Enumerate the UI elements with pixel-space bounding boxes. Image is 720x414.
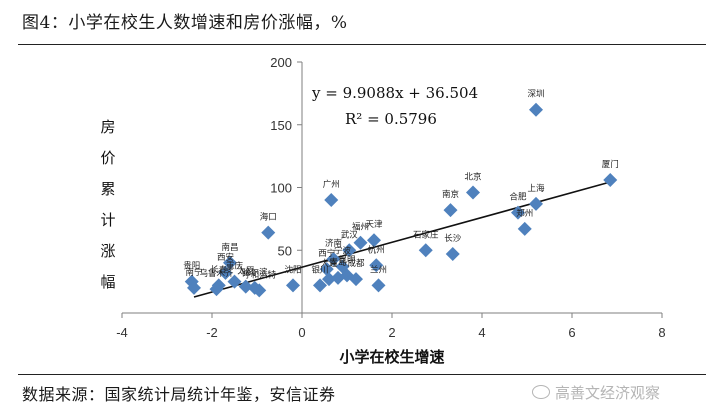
point-label: 西宁 xyxy=(318,248,335,259)
data-point xyxy=(511,205,525,220)
data-point xyxy=(445,247,460,262)
data-point xyxy=(252,283,267,298)
wechat-icon xyxy=(532,385,550,399)
data-point xyxy=(331,270,345,285)
point-label: 郑州 xyxy=(516,208,533,219)
point-label: 重庆 xyxy=(226,261,244,272)
point-label: 海口 xyxy=(260,212,277,223)
data-point xyxy=(371,278,386,293)
data-point xyxy=(517,221,532,236)
point-label: 沈阳 xyxy=(284,264,301,275)
trendline-equation: y = 9.9088x + 36.504 xyxy=(311,84,478,102)
data-point xyxy=(261,225,276,240)
point-label: 银川 xyxy=(311,264,328,275)
x-tick-label: 2 xyxy=(388,325,395,340)
r-squared-label: R² = 0.5796 xyxy=(345,110,437,128)
x-tick-label: 6 xyxy=(568,325,575,340)
point-label: 呼和浩特 xyxy=(242,269,277,280)
data-point xyxy=(187,280,201,295)
y-axis-label-char: 房 xyxy=(100,118,115,136)
point-label: 贵阳 xyxy=(183,261,200,272)
data-point xyxy=(313,278,327,293)
data-point xyxy=(342,243,357,258)
y-axis-label-char: 幅 xyxy=(100,273,115,291)
point-label: 乌鲁木齐 xyxy=(199,268,234,279)
y-tick-label: 100 xyxy=(270,181,292,196)
data-point xyxy=(223,255,237,270)
point-label: 长春 xyxy=(210,264,228,275)
point-label: 厦门 xyxy=(602,159,619,170)
point-label: 石家庄 xyxy=(413,229,439,240)
data-point xyxy=(322,272,336,287)
bottom-rule xyxy=(18,374,706,375)
top-rule xyxy=(18,44,706,45)
x-tick-label: 0 xyxy=(298,325,305,340)
watermark: 高善文经济观察 xyxy=(532,382,660,403)
point-label: 哈尔滨 xyxy=(242,267,268,278)
point-label: 广州 xyxy=(323,179,340,190)
point-label: 合肥 xyxy=(509,192,527,203)
point-label: 南京 xyxy=(442,189,459,200)
point-label: 西安 xyxy=(217,252,234,263)
data-point xyxy=(227,274,242,289)
data-point xyxy=(326,252,341,267)
y-tick-label: 50 xyxy=(278,243,292,258)
y-axis-label-char: 累 xyxy=(100,180,115,198)
point-label: 杭州 xyxy=(368,244,385,255)
data-point xyxy=(218,265,233,280)
data-point xyxy=(349,272,363,287)
point-label: 福州 xyxy=(352,222,369,233)
x-axis-label: 小学在校生增速 xyxy=(339,348,444,366)
x-tick-label: 8 xyxy=(658,325,665,340)
point-label: 上海 xyxy=(527,183,545,194)
y-tick-label: 150 xyxy=(270,118,292,133)
data-point xyxy=(529,102,543,117)
data-point xyxy=(466,185,480,200)
data-point xyxy=(443,203,458,218)
data-point xyxy=(209,282,224,297)
source-note: 数据来源：国家统计局统计年鉴，安信证券 xyxy=(22,385,336,404)
data-point xyxy=(319,262,334,277)
point-label: 南宁 xyxy=(185,267,202,278)
point-label: 太原 xyxy=(237,266,254,277)
data-point xyxy=(529,196,543,211)
data-point xyxy=(286,278,300,293)
point-label: 深圳 xyxy=(527,89,544,100)
point-label: 大连 xyxy=(320,258,338,269)
data-point xyxy=(238,279,253,294)
y-axis-label-char: 价 xyxy=(100,149,115,167)
x-tick-label: -4 xyxy=(116,325,128,340)
data-point xyxy=(603,172,618,187)
data-point xyxy=(418,243,433,258)
point-label: 济南 xyxy=(325,238,342,249)
y-axis-label-char: 计 xyxy=(100,211,115,229)
data-point xyxy=(369,258,384,273)
x-tick-label: 4 xyxy=(478,325,485,340)
y-axis-label-char: 涨 xyxy=(100,242,115,260)
point-label: 武汉 xyxy=(341,229,359,240)
data-point xyxy=(324,193,339,208)
trendline xyxy=(193,181,611,298)
point-label: 兰州 xyxy=(370,264,387,275)
figure-title: 图4：小学在校生人数增速和房价涨幅，% xyxy=(22,13,348,33)
x-tick-label: -2 xyxy=(206,325,218,340)
point-label: 北京 xyxy=(464,172,481,183)
watermark-text: 高善文经济观察 xyxy=(555,384,661,402)
point-label: 长沙 xyxy=(444,233,462,244)
point-label: 南昌 xyxy=(221,242,238,253)
point-label: 天津 xyxy=(365,219,383,230)
y-tick-label: 200 xyxy=(270,55,292,70)
data-point xyxy=(367,233,381,248)
point-label: 昆明 xyxy=(338,255,355,265)
point-label: 宁波 xyxy=(334,246,352,257)
data-point xyxy=(353,235,368,250)
point-label: 成都 xyxy=(347,258,365,269)
point-label: 青岛 xyxy=(329,257,346,268)
